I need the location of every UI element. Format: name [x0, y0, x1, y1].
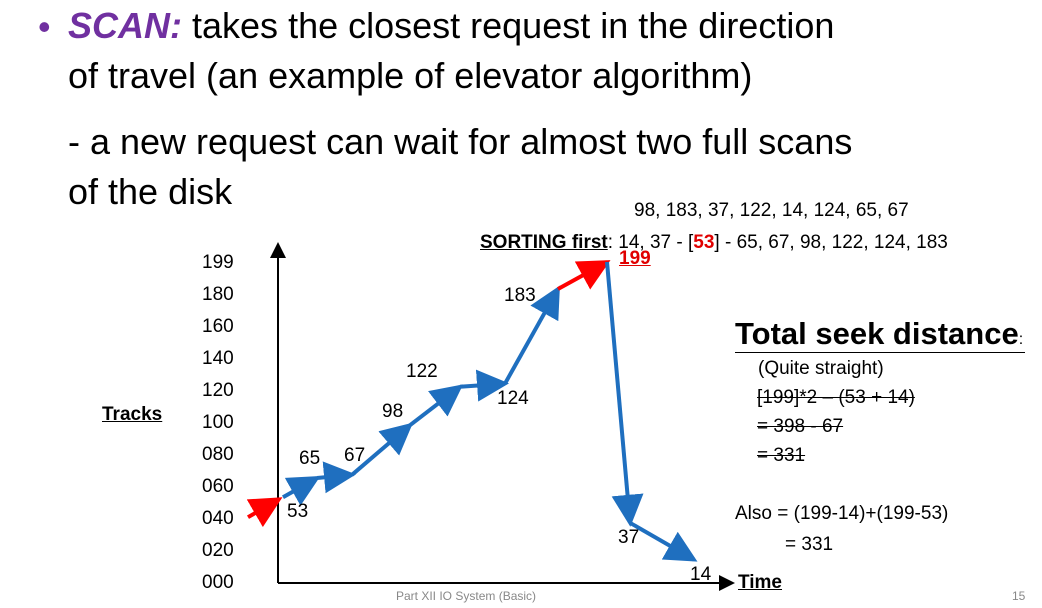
sorting-line: SORTING first: 14, 37 - [53] - 65, 67, 9…: [480, 232, 948, 254]
seek-segment: [408, 384, 464, 427]
bullet-text-1: takes the closest request in the directi…: [192, 5, 835, 46]
y-tick-label: 160: [202, 316, 234, 337]
seek-segment: [629, 521, 698, 562]
strike-line-1: [199]*2 – (53 + 14): [757, 387, 915, 408]
head-arrow: [246, 497, 283, 528]
page-number: 15: [1012, 589, 1026, 603]
y-tick-label: 040: [202, 508, 234, 529]
also-line-2: = 331: [785, 534, 834, 555]
y-tick-label: 140: [202, 348, 234, 369]
bullet-dot-icon: •: [38, 6, 51, 47]
y-tick-label: 020: [202, 540, 234, 561]
total-seek-title-text: Total seek distance: [735, 316, 1019, 351]
seek-segment: [605, 261, 644, 527]
bullet-line-1: SCAN: takes the closest request in the d…: [68, 6, 834, 46]
x-axis-label: Time: [738, 572, 783, 593]
sorting-suffix: ] - 65, 67, 98, 122, 124, 183: [714, 232, 948, 253]
y-tick-label: 120: [202, 380, 234, 401]
point-label: 14: [690, 563, 712, 585]
sorting-prefix: : 14, 37 - [: [607, 232, 694, 253]
point-label: 65: [299, 448, 321, 469]
strike-line-3: = 331: [757, 445, 806, 466]
seek-segment-highlight: [557, 260, 611, 291]
y-tick-label: 060: [202, 476, 234, 497]
point-label: 122: [406, 360, 438, 382]
point-label: 37: [618, 526, 640, 548]
y-tick-label: 199: [202, 252, 234, 273]
bullet-line-2: of travel (an example of elevator algori…: [68, 55, 753, 96]
total-seek-colon: :: [1018, 331, 1024, 348]
point-label: 98: [382, 401, 404, 423]
y-tick-label: 000: [202, 572, 234, 593]
seek-segment: [316, 461, 356, 494]
point-label: 183: [504, 284, 536, 306]
point-label: 67: [344, 444, 366, 466]
point-label: 199: [619, 248, 651, 269]
y-axis-label: Tracks: [102, 404, 163, 425]
point-label: 124: [497, 387, 529, 409]
y-tick-label: 180: [202, 284, 234, 305]
also-line-1: Also = (199-14)+(199-53): [735, 503, 949, 524]
sub-line-2: of the disk: [68, 171, 233, 212]
request-queue: 98, 183, 37, 122, 14, 124, 65, 67: [634, 200, 909, 221]
scan-term: SCAN:: [68, 5, 182, 46]
sorting-label: SORTING first: [480, 232, 608, 253]
y-tick-label: 080: [202, 444, 234, 465]
seek-segment: [503, 285, 560, 385]
title-divider: [735, 352, 1025, 353]
point-label: 53: [287, 501, 309, 523]
seek-segment: [350, 422, 414, 477]
quite-straight: (Quite straight): [758, 358, 884, 379]
footer-title: Part XII IO System (Basic): [396, 589, 537, 603]
seek-segment: [282, 476, 321, 506]
seek-segment: [459, 369, 509, 402]
sub-line-1: - a new request can wait for almost two …: [68, 121, 853, 162]
total-seek-title: Total seek distance:: [735, 316, 1023, 352]
seek-path: [246, 260, 698, 562]
y-tick-label: 100: [202, 412, 234, 433]
strike-line-2: = 398 - 67: [757, 416, 844, 437]
sorting-head: 53: [693, 232, 715, 253]
